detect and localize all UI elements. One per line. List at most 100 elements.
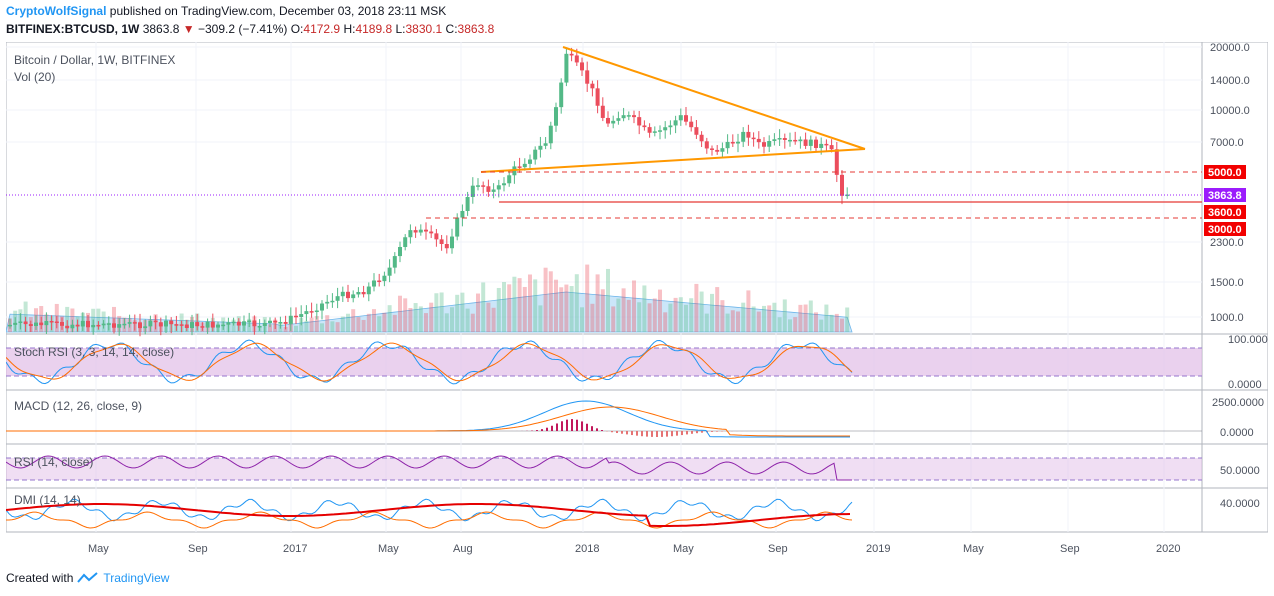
volume-bar [704,313,709,332]
candle-body [268,320,272,324]
candle-body [392,256,397,268]
volume-bar [372,309,376,332]
time-axis-label: 2020 [1156,543,1180,555]
symbol-label: BITFINEX:BTCUSD, 1W [6,22,140,36]
candle-body [34,322,38,327]
price-badge: 5000.0 [1204,165,1246,179]
macd-hist-bar [631,431,633,436]
volume-bar [439,292,444,332]
candle-body [39,322,44,326]
macd-hist-bar [716,431,718,432]
volume-bar [413,303,418,332]
macd-hist-bar [596,428,598,431]
volume-bar [710,293,714,332]
candle-body [195,322,200,327]
volume-bar [845,307,850,332]
candle-body [231,321,236,324]
candle-body [819,143,824,148]
candle-body [460,210,465,218]
candle-body [127,322,132,324]
candle-body [616,118,621,121]
macd-label: MACD (12, 26, close, 9) [14,399,142,413]
triangle-trendlines[interactable] [480,46,866,173]
candle-body [611,120,616,124]
candle-body [829,145,834,150]
volume-bar [788,319,792,332]
candle-body [585,70,590,84]
candle-body [569,53,574,56]
candle-body [834,149,839,175]
candle-body [564,53,569,83]
macd-hist-bar [666,431,668,437]
volume-bar [840,318,844,332]
tradingview-link[interactable]: TradingView [103,571,170,585]
candle-body [673,120,678,126]
volume-bar [424,313,428,332]
svg-text:5000.0: 5000.0 [1208,167,1242,179]
candle-body [756,138,761,143]
candle-body [330,300,335,303]
time-axis: May Sep 2017 May Aug 2018 May Sep 2019 May Sep 2020 [88,543,1180,555]
candle-body [382,275,387,282]
volume-bar [543,267,548,332]
macd-hist-bar [641,431,643,437]
volume-bar [803,304,808,332]
stoch-axis-0: 0.0000 [1228,379,1262,391]
volume-bar [429,302,434,332]
volume-bar [361,319,366,332]
candle-body [439,239,444,245]
macd-hist-bar [676,431,678,436]
volume-bar [632,280,636,332]
volume-bar [548,271,553,332]
rsi-axis-50: 50.0000 [1220,465,1260,477]
volume-bar [606,268,610,332]
candle-body [626,115,631,117]
candle-body [606,117,610,124]
candle-body [418,229,423,233]
volume-bar [590,303,595,332]
candle-body [252,320,257,327]
volume-bar [283,326,288,332]
volume-bar [756,311,761,332]
price-grid [6,42,1202,532]
candle-body [496,185,501,190]
volume-bar [793,317,798,332]
candle-body [434,233,439,240]
price-axis-label: 1000.0 [1210,312,1244,324]
volume-bar [455,294,460,332]
volume-bar [829,314,834,332]
volume-bar [408,308,413,332]
volume-bar [741,302,746,332]
candle-body [96,324,101,327]
volume-bar [496,287,501,332]
candle-body [652,131,657,133]
candle-body [153,320,158,323]
chart-canvas[interactable]: 20000.0 14000.0 10000.0 7000.0 2300.0 1500.0 1… [6,42,1268,562]
candle-body [340,291,345,297]
candle-body [845,194,850,197]
candle-body [782,138,787,140]
time-axis-label: May [963,543,984,555]
candle-body [372,280,376,287]
candle-body [684,115,688,122]
candle-body [351,294,356,299]
volume-bar [798,304,803,332]
volume-bar [652,298,657,332]
candle-body [543,143,548,146]
volume-bar [819,319,824,332]
volume-bar [684,304,688,332]
candle-body [704,141,709,149]
macd-hist-bar [646,431,648,437]
volume-bar [486,302,491,332]
volume-bar [304,320,309,332]
candle-body [694,127,699,135]
volume-bar [663,312,668,332]
candle-body [668,125,673,128]
candle-body [60,322,64,326]
volume-bar [356,317,361,332]
author-link[interactable]: CryptoWolfSignal [6,4,107,18]
volume-bar [642,285,647,332]
time-axis-label: Sep [188,543,208,555]
candle-body [143,326,148,329]
macd-hist-bar [711,431,713,432]
